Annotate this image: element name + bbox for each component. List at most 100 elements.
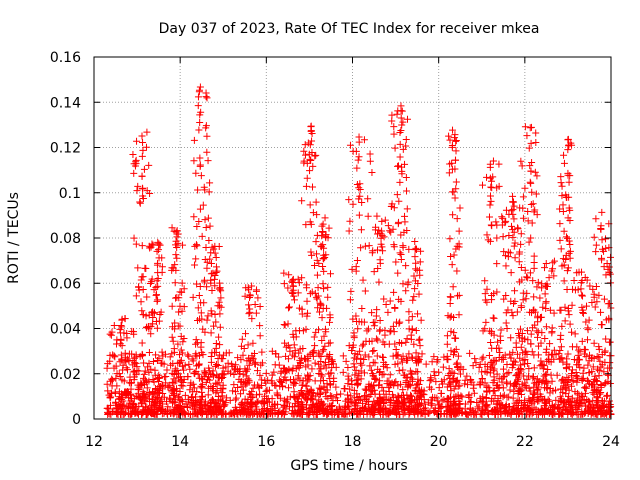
- data-point: [248, 401, 256, 409]
- data-point: [452, 147, 460, 155]
- data-point: [299, 345, 307, 353]
- data-point: [346, 296, 354, 304]
- data-point: [508, 408, 516, 416]
- data-point: [469, 362, 477, 370]
- data-point: [176, 351, 184, 359]
- data-point: [453, 376, 461, 384]
- data-point: [136, 395, 144, 403]
- data-point: [208, 310, 216, 318]
- data-point: [421, 406, 429, 414]
- data-point: [321, 358, 329, 366]
- data-point: [191, 369, 199, 377]
- data-point: [598, 351, 606, 359]
- data-point: [171, 365, 179, 373]
- data-point: [347, 397, 355, 405]
- data-point: [385, 408, 393, 416]
- data-point: [453, 267, 461, 275]
- data-point: [318, 314, 326, 322]
- data-point: [355, 153, 363, 161]
- data-point: [130, 330, 138, 338]
- data-point: [447, 387, 455, 395]
- data-point: [395, 162, 403, 170]
- data-point: [107, 331, 115, 339]
- data-point: [488, 408, 496, 416]
- data-point: [212, 340, 220, 348]
- data-point: [578, 291, 586, 299]
- data-point: [308, 137, 316, 145]
- data-point: [452, 360, 460, 368]
- data-point: [384, 308, 392, 316]
- data-point: [262, 369, 270, 377]
- data-point: [380, 408, 388, 416]
- data-point: [401, 160, 409, 168]
- data-point: [448, 159, 456, 167]
- data-point: [203, 94, 211, 102]
- data-point: [390, 204, 398, 212]
- data-point: [353, 318, 361, 326]
- data-point: [396, 153, 404, 161]
- data-point: [173, 233, 181, 241]
- data-point: [145, 389, 153, 397]
- data-point: [290, 341, 298, 349]
- data-point: [529, 200, 537, 208]
- data-point: [350, 363, 358, 371]
- data-point: [212, 254, 220, 262]
- data-point: [282, 352, 290, 360]
- data-point: [267, 405, 275, 413]
- data-point: [535, 342, 543, 350]
- data-point: [410, 340, 418, 348]
- data-point: [290, 376, 298, 384]
- data-point: [427, 385, 435, 393]
- y-tick-label: 0.06: [50, 276, 81, 292]
- data-point: [527, 406, 535, 414]
- data-point: [121, 353, 129, 361]
- data-point: [371, 318, 379, 326]
- data-point: [322, 364, 330, 372]
- data-point: [579, 393, 587, 401]
- data-point: [434, 410, 442, 418]
- data-point: [158, 395, 166, 403]
- data-point: [145, 161, 153, 169]
- data-point: [219, 371, 227, 379]
- data-point: [596, 407, 604, 415]
- data-point: [578, 337, 586, 345]
- data-point: [426, 408, 434, 416]
- data-point: [157, 308, 165, 316]
- data-point: [443, 394, 451, 402]
- data-point: [408, 353, 416, 361]
- data-point: [132, 292, 140, 300]
- data-point: [207, 403, 215, 411]
- data-point: [486, 192, 494, 200]
- data-point: [308, 394, 316, 402]
- data-point: [467, 376, 475, 384]
- y-tick-label: 0.08: [50, 231, 81, 247]
- data-point: [123, 329, 131, 337]
- data-point: [194, 102, 202, 110]
- data-point: [243, 357, 251, 365]
- data-point: [138, 172, 146, 180]
- data-point: [242, 330, 250, 338]
- data-point: [452, 178, 460, 186]
- data-point: [394, 404, 402, 412]
- data-point: [546, 385, 554, 393]
- data-point: [107, 377, 115, 385]
- data-point: [306, 155, 314, 163]
- data-point: [541, 290, 549, 298]
- data-point: [354, 325, 362, 333]
- data-point: [196, 154, 204, 162]
- data-point: [455, 311, 463, 319]
- data-point: [153, 247, 161, 255]
- data-point: [470, 389, 478, 397]
- data-point: [513, 371, 521, 379]
- data-point: [408, 325, 416, 333]
- data-point: [555, 410, 563, 418]
- data-point: [369, 347, 377, 355]
- data-point: [294, 289, 302, 297]
- data-point: [411, 387, 419, 395]
- data-point: [245, 301, 253, 309]
- data-point: [376, 405, 384, 413]
- data-point: [352, 398, 360, 406]
- data-point: [478, 375, 486, 383]
- data-point: [361, 392, 369, 400]
- data-point: [479, 353, 487, 361]
